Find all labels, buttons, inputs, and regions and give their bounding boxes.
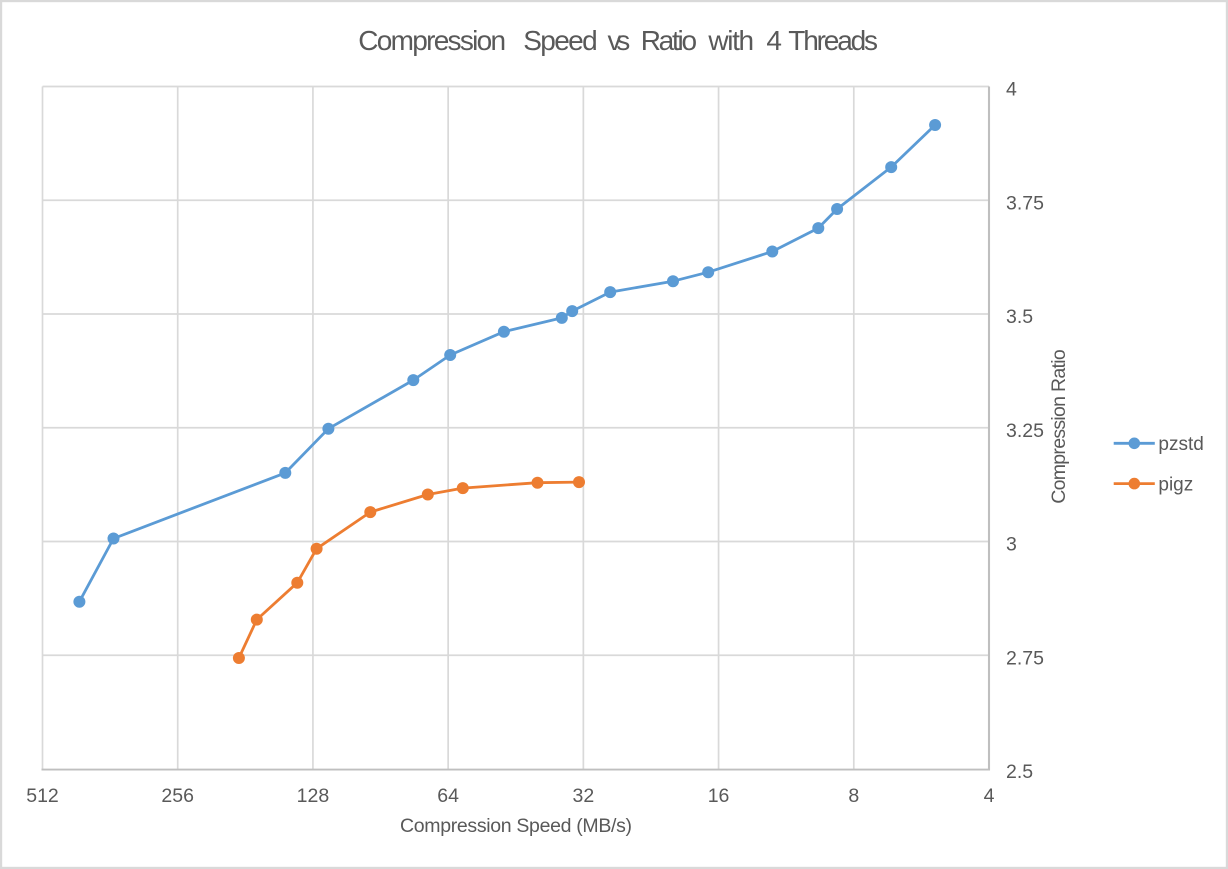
svg-text:3.5: 3.5: [1006, 306, 1033, 328]
svg-text:3.25: 3.25: [1006, 420, 1044, 442]
svg-text:32: 32: [573, 785, 595, 807]
svg-text:Compression Speed (MB/s): Compression Speed (MB/s): [400, 815, 632, 837]
svg-text:3.75: 3.75: [1006, 192, 1044, 214]
svg-text:2.5: 2.5: [1006, 761, 1033, 783]
svg-text:pigz: pigz: [1158, 474, 1193, 495]
svg-text:128: 128: [297, 785, 330, 807]
svg-text:512: 512: [26, 785, 59, 807]
svg-text:256: 256: [161, 785, 194, 807]
svg-text:Compression Ratio: Compression Ratio: [1048, 349, 1070, 504]
svg-text:8: 8: [848, 785, 859, 807]
svg-text:4: 4: [984, 785, 995, 807]
svg-text:2.75: 2.75: [1006, 647, 1044, 669]
svg-text:4: 4: [1006, 79, 1017, 101]
svg-text:64: 64: [437, 785, 459, 807]
svg-text:pzstd: pzstd: [1158, 434, 1203, 455]
svg-text:3: 3: [1006, 534, 1017, 556]
svg-text:16: 16: [708, 785, 730, 807]
